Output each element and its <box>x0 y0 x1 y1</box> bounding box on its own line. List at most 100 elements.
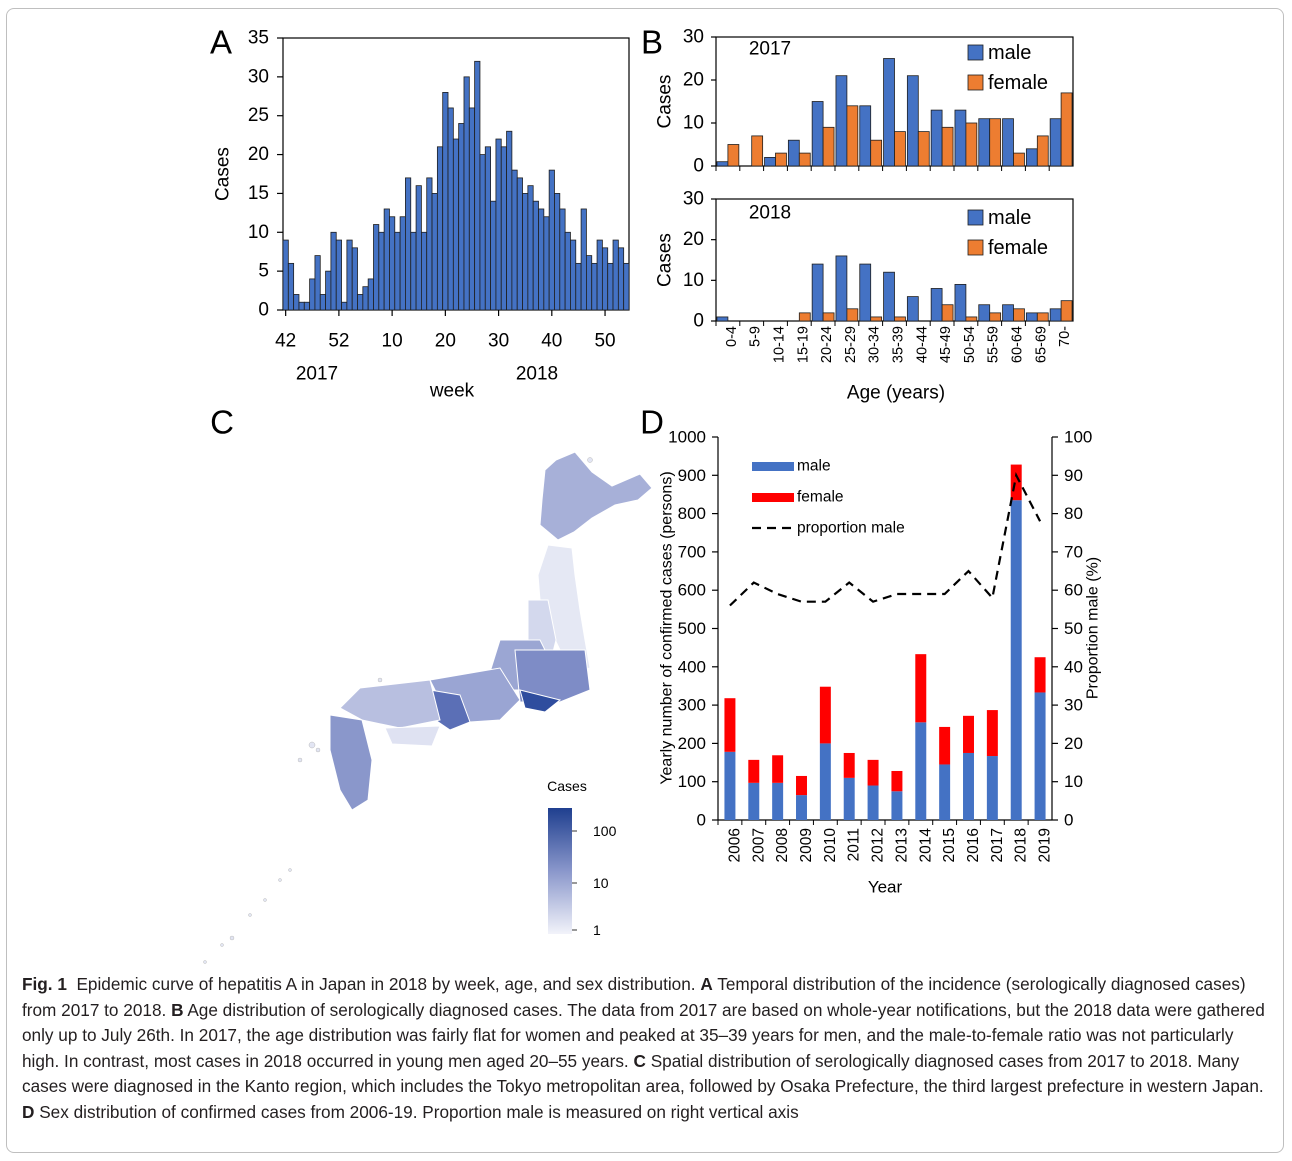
island-dot <box>220 943 224 947</box>
panel-a-bar <box>601 247 609 311</box>
panel-d-y2tick-label: 70 <box>1064 542 1083 561</box>
panel-d-bar-male <box>724 751 736 820</box>
panel-d-bar-male <box>963 752 974 820</box>
caption-a-label: A <box>700 974 713 994</box>
panel-d-bar-female <box>1010 464 1022 501</box>
panel-d-ytick-label: 200 <box>678 734 706 753</box>
panel-b1-bar-male <box>954 109 967 167</box>
panel-b1-bar-female <box>751 135 764 167</box>
island-dot <box>587 457 593 463</box>
panel-b2-bar-male <box>978 304 991 322</box>
panel-d-y2tick-label: 100 <box>1064 428 1092 447</box>
panel-b2-bar-male <box>930 288 943 322</box>
panel-b-xtick-label: 25-29 <box>843 326 859 363</box>
panel-b1-legend-swatch-male <box>967 44 984 61</box>
panel-d-bar-male <box>915 722 927 820</box>
panel-d-xtick-label: 2019 <box>1037 828 1054 862</box>
panel-a-xtick-label: 42 <box>275 331 296 352</box>
panel-b1-bar-male <box>716 161 729 167</box>
panel-a-bar <box>367 278 374 311</box>
panel-b2-bar-female <box>798 312 811 322</box>
panel-b2-bar-male <box>883 271 895 322</box>
panel-a-bar <box>570 239 577 311</box>
panel-a-bar <box>298 301 305 311</box>
panel-label-c: C <box>210 404 234 441</box>
panel-a-bar <box>287 262 295 311</box>
panel-b2-bar-male <box>1002 304 1014 322</box>
panel-a-ytick-label: 30 <box>248 66 269 87</box>
panel-d-ytick-label: 100 <box>678 772 706 791</box>
panel-b2-bar-female <box>1060 300 1073 322</box>
panel-a-bar <box>527 185 534 311</box>
panel-d-ytick-label: 400 <box>678 657 706 676</box>
panel-d-xlabel: Year <box>868 878 903 897</box>
panel-d-y2tick-label: 40 <box>1064 657 1083 676</box>
island-dot <box>203 960 207 964</box>
panel-a-bar <box>516 177 523 311</box>
caption-b-text: Age distribution of serologically diagno… <box>22 999 1265 1071</box>
panel-a-bar <box>474 60 481 311</box>
panel-label-d: D <box>640 404 664 441</box>
panel-b2-bar-female <box>870 316 883 322</box>
panel-d-ytick-label: 500 <box>678 619 706 638</box>
panel-d-bar-female <box>986 710 998 757</box>
panel-b-xtick-label: 5-9 <box>748 326 764 347</box>
panel-b2-ylabel: Cases <box>655 233 676 287</box>
island-dot <box>377 677 383 683</box>
panel-b1-bar-female <box>822 126 835 167</box>
panel-b1-bar-male <box>811 101 824 167</box>
island-dot <box>308 741 316 749</box>
island-dot <box>315 747 321 753</box>
tokyo-region <box>519 689 562 713</box>
panel-d-xtick-label: 2010 <box>822 828 839 863</box>
panel-d-bar-male <box>772 782 784 820</box>
panel-a-bar <box>500 146 507 311</box>
panel-d-xtick-label: 2016 <box>965 828 982 862</box>
panel-a-bar <box>559 208 566 311</box>
map-legend-title: Cases <box>547 778 587 794</box>
panel-a-bar <box>415 185 422 311</box>
panel-d-y2tick-label: 0 <box>1064 811 1073 830</box>
panel-b2-bar-female <box>989 312 1002 322</box>
panel-b1-bar-female <box>727 144 740 167</box>
panel-d-y2tick-label: 30 <box>1064 696 1083 715</box>
panel-b2-legend-female: female <box>988 237 1048 259</box>
panel-d-bar-female <box>843 752 855 778</box>
panel-b2-bar-female <box>894 316 906 322</box>
panel-a-bar <box>591 262 598 311</box>
panel-d-y2tick-label: 10 <box>1064 772 1083 791</box>
panel-a-ytick-label: 0 <box>258 300 269 321</box>
panel-b2-bar-female <box>1036 312 1049 322</box>
panel-b-xtick-label: 30-34 <box>867 326 883 363</box>
panel-a-bar <box>522 193 529 311</box>
panel-b1-bar-male <box>906 75 919 167</box>
panel-a-bar <box>447 107 454 311</box>
panel-a-xtick-label: 30 <box>488 331 509 352</box>
panel-a-bar <box>538 208 545 311</box>
caption-intro: Epidemic curve of hepatitis A in Japan i… <box>76 974 696 994</box>
panel-a-bar <box>580 208 587 311</box>
panel-d-bar-male <box>748 782 760 820</box>
caption-fig-label: Fig. 1 <box>22 974 67 994</box>
panel-d-xtick-label: 2017 <box>989 828 1006 862</box>
panel-d-bar-female <box>819 686 831 744</box>
island-dot <box>263 898 267 902</box>
map-legend-colorbar <box>548 808 572 934</box>
panel-a-xtick-label: 20 <box>435 331 456 352</box>
panel-d-bar-female <box>891 770 903 792</box>
panel-d-ylabel: Yearly number of confirmed cases (person… <box>659 471 676 784</box>
panel-b1-legend-male: male <box>988 42 1031 64</box>
panel-b1-bar-female <box>989 118 1002 167</box>
panel-d-y2label: Proportion male (%) <box>1085 557 1102 699</box>
panel-b2-bar-male <box>906 296 919 322</box>
panel-a-bar <box>479 154 486 311</box>
panel-d-y2tick-label: 60 <box>1064 581 1083 600</box>
panel-a-bar <box>442 92 449 311</box>
panel-a-ytick-label: 35 <box>248 28 269 49</box>
panel-d-xtick-label: 2007 <box>750 828 767 862</box>
panel-d-bar-male <box>867 785 879 820</box>
panel-a-bar <box>410 231 417 311</box>
panel-d-bar-male <box>891 791 903 820</box>
panel-d-bar-male <box>986 756 998 820</box>
panel-a-year-label: 2017 <box>296 364 338 385</box>
